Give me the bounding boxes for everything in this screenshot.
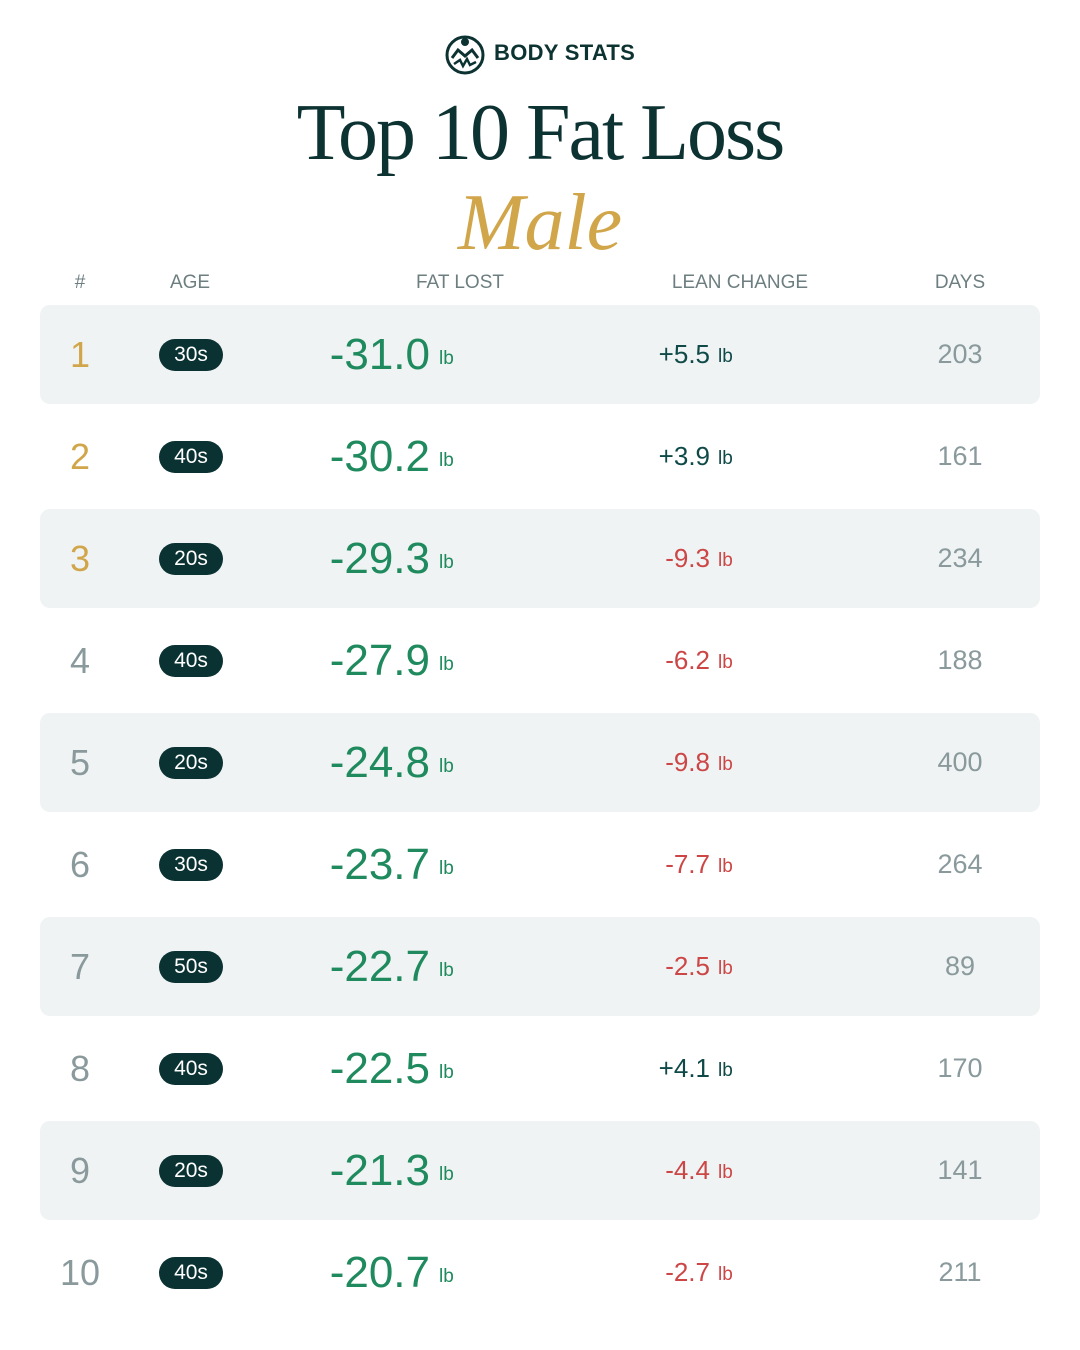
- column-header: FAT LOST: [416, 272, 504, 293]
- rank: 2: [69, 436, 91, 477]
- fat-lost: -27.9: [329, 636, 430, 685]
- days: 203: [937, 339, 983, 369]
- fat-unit: lb: [439, 1062, 454, 1083]
- table-row: 4 40s -27.9 lb -6.2 lb 188: [40, 611, 1040, 710]
- lean-unit: lb: [718, 652, 733, 673]
- table-row: 3 20s -29.3 lb -9.3 lb 234: [40, 509, 1040, 608]
- lean-unit: lb: [718, 448, 733, 469]
- column-header: #: [74, 272, 86, 293]
- lean-unit: lb: [718, 754, 733, 775]
- brand-name: BODY STATS: [494, 40, 636, 65]
- rank: 10: [59, 1252, 101, 1293]
- lean-change: +4.1: [658, 1053, 710, 1083]
- rank: 1: [69, 334, 91, 375]
- lean-change: -9.3: [665, 543, 710, 573]
- age-badge: 50s: [159, 951, 223, 983]
- days: 211: [938, 1257, 982, 1287]
- rank: 9: [69, 1150, 91, 1191]
- title: Top 10 Fat Loss: [296, 89, 786, 177]
- lean-unit: lb: [718, 1060, 733, 1081]
- lean-unit: lb: [718, 856, 733, 877]
- fat-lost: -22.5: [329, 1044, 430, 1093]
- table-row: 2 40s -30.2 lb +3.9 lb 161: [40, 407, 1040, 506]
- fat-unit: lb: [439, 552, 454, 573]
- rank: 3: [69, 538, 91, 579]
- days: 234: [937, 543, 983, 573]
- days: 161: [937, 441, 983, 471]
- rank: 4: [69, 640, 91, 681]
- age-badge: 40s: [159, 1257, 223, 1289]
- days: 89: [944, 951, 976, 981]
- rank: 8: [69, 1048, 91, 1089]
- days: 264: [937, 849, 983, 879]
- table-row: 10 40s -20.7 lb -2.7 lb 211: [40, 1223, 1040, 1322]
- fat-lost: -23.7: [329, 840, 430, 889]
- lean-change: -9.8: [665, 747, 710, 777]
- rank: 7: [69, 946, 91, 987]
- age-badge: 20s: [159, 747, 223, 779]
- lean-change: -7.7: [665, 849, 710, 879]
- fat-unit: lb: [439, 1164, 454, 1185]
- fat-lost: -24.8: [329, 738, 430, 787]
- lean-change: -2.5: [665, 951, 710, 981]
- lean-change: -6.2: [665, 645, 710, 675]
- fat-lost: -21.3: [329, 1146, 430, 1195]
- age-badge: 40s: [159, 1053, 223, 1085]
- lean-unit: lb: [718, 550, 733, 571]
- lean-unit: lb: [718, 346, 733, 367]
- fat-lost: -29.3: [329, 534, 430, 583]
- table-row: 9 20s -21.3 lb -4.4 lb 141: [40, 1121, 1040, 1220]
- lean-change: +3.9: [658, 441, 710, 471]
- lean-change: -2.7: [665, 1257, 710, 1287]
- column-header: DAYS: [934, 272, 986, 293]
- lean-change: +5.5: [658, 339, 710, 369]
- lean-unit: lb: [718, 958, 733, 979]
- table-row: 8 40s -22.5 lb +4.1 lb 170: [40, 1019, 1040, 1118]
- rank: 5: [69, 742, 91, 783]
- lean-change: -4.4: [665, 1155, 710, 1185]
- age-badge: 20s: [159, 1155, 223, 1187]
- fat-unit: lb: [439, 960, 454, 981]
- fat-unit: lb: [439, 756, 454, 777]
- days: 141: [937, 1155, 983, 1185]
- fat-unit: lb: [439, 654, 454, 675]
- subtitle: Male: [457, 179, 623, 267]
- age-badge: 30s: [159, 339, 223, 371]
- lean-unit: lb: [718, 1162, 733, 1183]
- fat-unit: lb: [439, 1266, 454, 1287]
- table-row: 1 30s -31.0 lb +5.5 lb 203: [40, 305, 1040, 404]
- column-header: LEAN CHANGE: [671, 272, 809, 293]
- fat-lost: -31.0: [329, 330, 430, 379]
- rank: 6: [69, 844, 91, 885]
- lean-unit: lb: [718, 1264, 733, 1285]
- age-badge: 20s: [159, 543, 223, 575]
- fat-lost: -22.7: [329, 942, 430, 991]
- fat-unit: lb: [439, 348, 454, 369]
- fat-lost: -30.2: [329, 432, 430, 481]
- table-row: 7 50s -22.7 lb -2.5 lb 89: [40, 917, 1040, 1016]
- fat-lost: -20.7: [329, 1248, 430, 1297]
- logo-icon: [445, 35, 485, 75]
- age-badge: 30s: [159, 849, 223, 881]
- fat-unit: lb: [439, 450, 454, 471]
- days: 170: [937, 1053, 983, 1083]
- column-header: AGE: [169, 272, 211, 293]
- age-badge: 40s: [159, 441, 223, 473]
- days: 188: [937, 645, 983, 675]
- age-badge: 40s: [159, 645, 223, 677]
- fat-unit: lb: [439, 858, 454, 879]
- table-row: 6 30s -23.7 lb -7.7 lb 264: [40, 815, 1040, 914]
- table-row: 5 20s -24.8 lb -9.8 lb 400: [40, 713, 1040, 812]
- days: 400: [937, 747, 983, 777]
